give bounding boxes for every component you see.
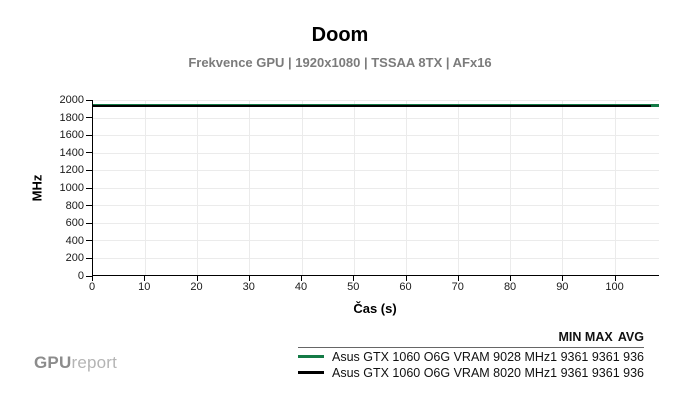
y-tick-label: 1000 [59,182,84,194]
y-tick-label: 1400 [59,146,84,159]
y-axis-tick [86,117,92,119]
stat-avg: 1 936 [612,350,644,364]
gridline-vertical [458,100,460,275]
legend-row: Asus GTX 1060 O6G VRAM 9028 MHz 1 936 1 … [298,348,644,364]
x-tick-label: 30 [242,281,255,293]
y-axis-tick [86,152,92,154]
x-axis-tick [144,276,146,281]
x-tick-label: 10 [138,281,151,293]
x-axis-tick [353,276,355,281]
gridline-vertical [197,100,199,275]
y-axis-tick [86,240,92,242]
series-line [93,104,652,107]
legend-header-row: MIN MAX AVG [298,330,644,348]
y-tick-label: 800 [65,199,84,212]
x-axis-tick [457,276,459,281]
gridline-horizontal [93,135,659,136]
x-axis-tick [196,276,198,281]
gridline-horizontal [93,117,659,119]
x-axis-tick [562,276,564,281]
gridline-vertical [510,100,512,275]
stat-min: 1 936 [550,366,582,380]
gridline-horizontal [93,100,659,101]
stat-max: 1 936 [581,366,613,380]
gridline-vertical [353,100,355,275]
gridline-vertical [301,100,303,275]
x-axis-tick [248,276,250,281]
gridline-vertical [145,100,147,275]
gridline-vertical [614,100,616,275]
y-axis-tick [86,257,92,259]
gpureport-logo: GPUreport [34,353,117,373]
x-axis-tick [405,276,407,281]
logo-text-bold: GPU [34,353,72,372]
stat-min: 1 936 [550,350,582,364]
y-axis-tick [86,222,92,224]
series-swatch [298,371,324,375]
x-tick-label: 80 [503,281,517,293]
y-tick-label: 1600 [59,129,84,142]
y-axis-tick [86,99,92,101]
logo-text-light: report [71,353,118,372]
x-axis-tick [510,276,512,281]
y-axis-tick [86,275,92,277]
y-axis-label: MHz [29,174,45,202]
y-tick-label: 600 [65,217,84,230]
y-axis-tick [86,169,92,171]
series-name: Asus GTX 1060 O6G VRAM 9028 MHz [332,350,551,364]
gridline-horizontal [93,152,659,154]
x-tick-label: 40 [294,281,308,293]
x-axis-label: Čas (s) [353,301,397,316]
gridline-horizontal [93,170,659,171]
gridline-horizontal [93,257,659,259]
gridline-horizontal [93,205,659,206]
gridline-horizontal [93,222,659,224]
x-tick-label: 100 [605,281,624,293]
page-subtitle: Frekvence GPU | 1920x1080 | TSSAA 8TX | … [188,55,492,70]
series-name: Asus GTX 1060 O6G VRAM 8020 MHz [332,366,551,380]
stat-max: 1 936 [581,350,613,364]
x-tick-label: 60 [399,281,412,293]
x-axis-tick [92,276,93,281]
y-axis-tick [86,134,92,136]
gridline-vertical [405,100,407,275]
legend-row: Asus GTX 1060 O6G VRAM 8020 MHz 1 936 1 … [298,364,644,380]
y-tick-label: 2000 [59,94,84,106]
stat-avg: 1 936 [612,366,644,380]
legend: MIN MAX AVG Asus GTX 1060 O6G VRAM 9028 … [298,330,644,380]
y-tick-label: 1800 [59,111,84,124]
gridline-vertical [249,100,251,275]
x-tick-label: 70 [451,281,464,293]
legend-header-min: MIN [550,330,582,348]
x-tick-label: 90 [556,281,569,293]
page-title: Doom [311,24,369,46]
y-axis-tick [86,187,92,189]
y-tick-label: 0 [77,270,84,282]
series-swatch [298,355,324,359]
gridline-vertical [562,100,564,275]
x-tick-label: 0 [88,281,96,293]
x-tick-label: 20 [190,281,203,293]
legend-header-max: MAX [581,330,613,348]
gridline-horizontal [93,187,659,189]
x-axis-tick [614,276,616,281]
y-tick-label: 200 [65,252,84,265]
x-axis-tick [301,276,303,281]
x-tick-label: 50 [347,281,360,293]
plot-area [92,100,659,276]
y-axis-tick [86,205,92,207]
y-tick-label: 400 [65,234,84,247]
y-tick-label: 1200 [59,164,84,177]
gridline-horizontal [93,240,659,241]
legend-header-avg: AVG [612,330,644,348]
